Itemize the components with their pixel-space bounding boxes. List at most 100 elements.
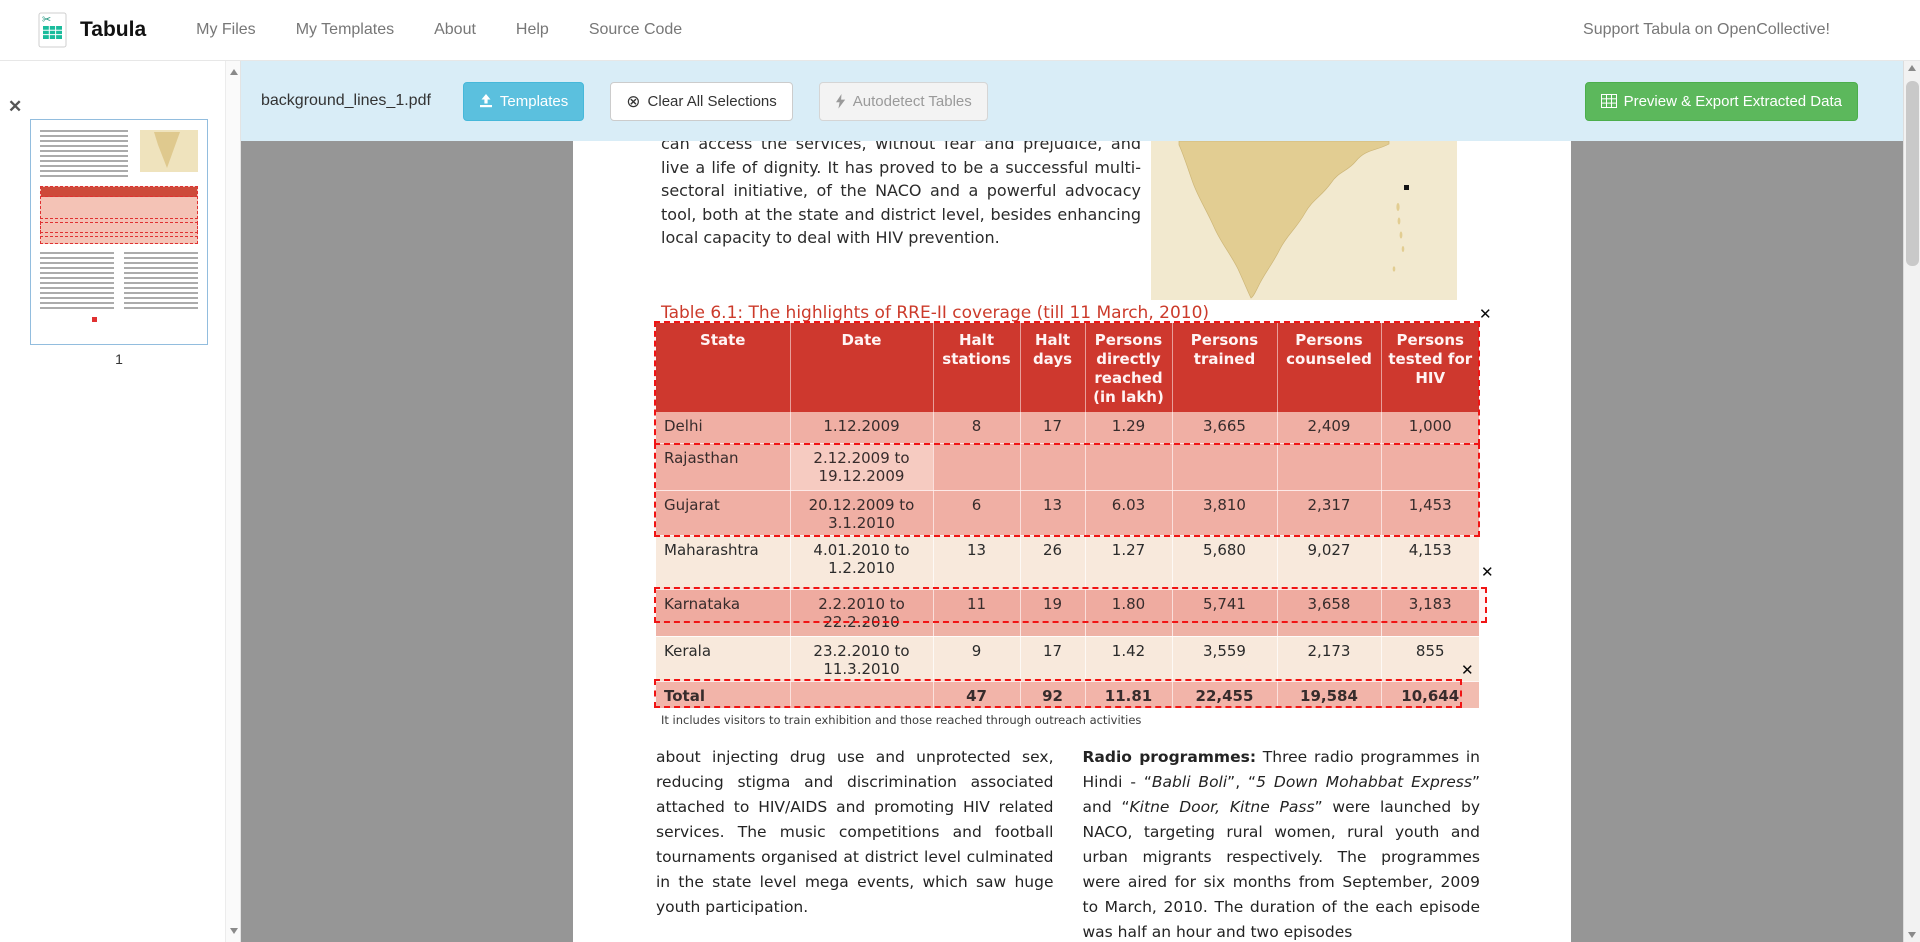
india-map-image xyxy=(1151,141,1457,300)
sidebar-scrollbar[interactable] xyxy=(225,61,241,942)
table-selection[interactable] xyxy=(654,587,1487,623)
table-cell: Maharashtra xyxy=(656,535,791,590)
thumb-table-header xyxy=(41,187,197,197)
table-cell: 6 xyxy=(933,490,1021,536)
table-icon xyxy=(1600,94,1617,108)
table-header-row: State Date Halt stations Halt days Persons d… xyxy=(656,323,1479,412)
table-cell xyxy=(1172,443,1278,491)
table-cell: 1.12.2009 xyxy=(790,412,934,444)
table-header-cell: State xyxy=(656,323,791,412)
scroll-down-icon[interactable] xyxy=(1908,932,1916,938)
table-cell: 4,153 xyxy=(1381,535,1479,590)
intro-paragraph: can access the services, without fear an… xyxy=(661,141,1141,247)
table-cell xyxy=(1277,443,1382,491)
table-selection[interactable] xyxy=(654,443,1480,537)
scroll-up-icon[interactable] xyxy=(1908,65,1916,71)
table-row: Delhi 1.12.2009 8 17 1.29 3,665 2,409 1,000 xyxy=(656,412,1479,444)
scroll-up-icon[interactable] xyxy=(230,69,238,75)
pdf-page[interactable]: can access the services, without fear an… xyxy=(573,141,1571,942)
table-cell: Gujarat xyxy=(656,490,791,536)
templates-button[interactable]: Templates xyxy=(462,81,585,121)
table-cell: 17 xyxy=(1020,636,1086,682)
table-header-cell: Halt stations xyxy=(933,323,1021,412)
nav-item-about[interactable]: About xyxy=(434,21,476,38)
table-cell: 4.01.2010 to 1.2.2010 xyxy=(790,535,934,590)
preview-export-button[interactable]: Preview & Export Extracted Data xyxy=(1584,81,1858,121)
nav-item-my-templates[interactable]: My Templates xyxy=(295,21,395,38)
table-cell: 855 xyxy=(1381,636,1479,682)
brand-name: Tabula xyxy=(80,18,147,41)
thumb-selection xyxy=(40,196,198,219)
table-cell: Total xyxy=(656,681,791,709)
table-header-cell: Persons directly reached (in lakh) xyxy=(1085,323,1173,412)
thumb-text-lines xyxy=(40,252,114,312)
tabula-brand[interactable]: ✂ Tabula xyxy=(38,11,146,49)
table-cell: 2,173 xyxy=(1277,636,1382,682)
lightning-bolt-icon xyxy=(835,93,845,109)
document-viewport[interactable]: can access the services, without fear an… xyxy=(241,141,1903,942)
selection-close-button[interactable]: ✕ xyxy=(1479,305,1492,323)
table-header-cell: Halt days xyxy=(1020,323,1086,412)
thumb-selection-marker xyxy=(92,317,97,322)
table-cell: 3,658 xyxy=(1277,589,1382,637)
table-cell: 11 xyxy=(933,589,1021,637)
table-cell: 1.29 xyxy=(1085,412,1173,444)
table-header-cell: Date xyxy=(790,323,934,412)
svg-text:✂: ✂ xyxy=(42,14,51,26)
table-footnote: It includes visitors to train exhibition… xyxy=(661,713,1142,727)
table-cell: 19 xyxy=(1020,589,1086,637)
table-cell: 2,409 xyxy=(1277,412,1382,444)
nav-item-source-code[interactable]: Source Code xyxy=(588,21,683,38)
scrollbar-thumb[interactable] xyxy=(1906,81,1919,266)
clear-all-selections-button[interactable]: ⊗ Clear All Selections xyxy=(610,81,793,121)
remove-page-button[interactable]: ✕ xyxy=(8,97,23,116)
autodetect-tables-button[interactable]: Autodetect Tables xyxy=(818,81,988,121)
table-cell: 2.12.2009 to 19.12.2009 xyxy=(790,443,934,491)
right-column-paragraph: Radio programmes: Three radio programmes… xyxy=(1082,748,1481,941)
table-cell: 5,741 xyxy=(1172,589,1278,637)
table-cell: 10,644 xyxy=(1381,681,1479,709)
table-cell: 5,680 xyxy=(1172,535,1278,590)
table-header-cell: Persons trained xyxy=(1172,323,1278,412)
table-title: Table 6.1: The highlights of RRE-II cove… xyxy=(661,303,1210,323)
table-cell: 13 xyxy=(1020,490,1086,536)
table-cell xyxy=(933,443,1021,491)
nav-item-my-files[interactable]: My Files xyxy=(196,21,256,38)
table-cell: 11.81 xyxy=(1085,681,1173,709)
table-cell: 3,665 xyxy=(1172,412,1278,444)
table-selection[interactable] xyxy=(654,679,1462,708)
table-cell: 1.42 xyxy=(1085,636,1173,682)
table-cell: 9,027 xyxy=(1277,535,1382,590)
selection-close-button[interactable]: ✕ xyxy=(1481,563,1494,581)
table-cell: 17 xyxy=(1020,412,1086,444)
scroll-down-icon[interactable] xyxy=(230,928,238,934)
table-cell xyxy=(1085,443,1173,491)
document-filename: background_lines_1.pdf xyxy=(261,92,431,109)
table-cell: 6.03 xyxy=(1085,490,1173,536)
table-cell: Delhi xyxy=(656,412,791,444)
selection-close-button[interactable]: ✕ xyxy=(1461,661,1474,679)
table-row: Total 47 92 11.81 22,455 19,584 10,644 xyxy=(656,681,1479,709)
left-column-paragraph: about injecting drug use and unprotected… xyxy=(656,748,1054,916)
top-navbar: ✂ Tabula My Files My Templates About Hel… xyxy=(0,0,1920,61)
table-selection[interactable] xyxy=(654,321,1480,445)
thumb-text-lines xyxy=(40,130,128,180)
window-scrollbar[interactable] xyxy=(1903,61,1920,942)
pdf-table: State Date Halt stations Halt days Persons d… xyxy=(656,323,1479,709)
thumb-table xyxy=(40,186,198,244)
table-cell: 2,317 xyxy=(1277,490,1382,536)
table-row: Kerala 23.2.2010 to 11.3.2010 9 17 1.42 3,559… xyxy=(656,636,1479,682)
tabula-logo-icon: ✂ xyxy=(38,12,67,48)
table-cell: 8 xyxy=(933,412,1021,444)
action-toolbar: background_lines_1.pdf Templates ⊗ Clear… xyxy=(241,61,1903,141)
page-number-label: 1 xyxy=(115,351,123,367)
page-thumbnail[interactable] xyxy=(30,119,208,345)
table-cell xyxy=(1381,443,1479,491)
table-cell: Kerala xyxy=(656,636,791,682)
table-cell xyxy=(1020,443,1086,491)
thumb-selection xyxy=(40,236,198,244)
nav-item-help[interactable]: Help xyxy=(515,21,549,38)
thumb-selection xyxy=(40,222,198,233)
table-row: Maharashtra 4.01.2010 to 1.2.2010 13 26 1.27… xyxy=(656,535,1479,590)
support-link[interactable]: Support Tabula on OpenCollective! xyxy=(1583,21,1830,38)
